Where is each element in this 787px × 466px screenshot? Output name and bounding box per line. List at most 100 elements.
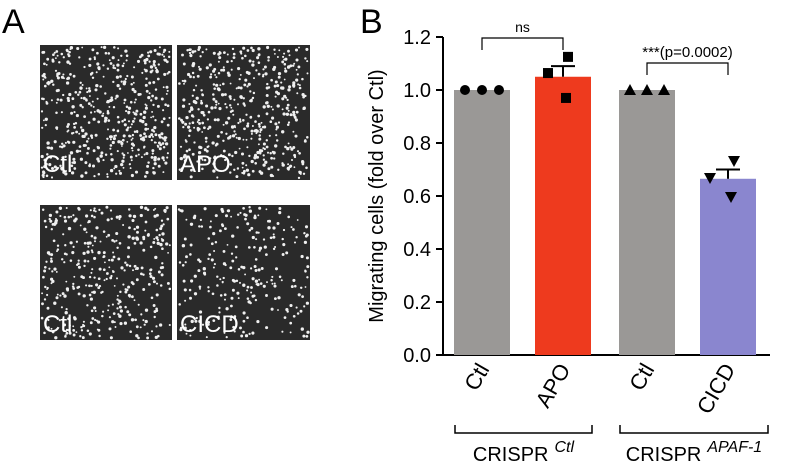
cell — [289, 303, 293, 308]
cell — [48, 253, 51, 256]
cell — [111, 303, 114, 306]
cell — [132, 269, 134, 272]
cell — [295, 306, 298, 309]
cell — [44, 124, 47, 127]
cell — [151, 152, 154, 155]
cell — [130, 142, 135, 146]
cell — [230, 68, 233, 71]
cell — [115, 215, 119, 219]
cell — [102, 255, 106, 258]
cell — [282, 228, 286, 232]
cell — [59, 214, 62, 218]
cell — [60, 258, 64, 261]
cell — [44, 117, 48, 121]
cell — [109, 144, 113, 147]
cell — [257, 114, 261, 118]
cell — [116, 68, 120, 72]
cell — [306, 265, 310, 269]
cell — [134, 98, 137, 101]
image-label: Ctl — [43, 311, 72, 338]
cell — [219, 294, 223, 297]
cell — [236, 103, 240, 106]
cell — [213, 263, 216, 266]
cell — [206, 118, 210, 121]
error-bar — [716, 168, 740, 179]
cell — [85, 231, 88, 234]
cell — [228, 104, 232, 107]
cell — [251, 48, 255, 53]
cell — [118, 87, 122, 90]
cell — [221, 224, 225, 228]
cell — [242, 330, 245, 334]
cell — [306, 330, 310, 334]
group-superscript: APAF-1 — [706, 439, 762, 456]
cell — [52, 53, 55, 57]
cell — [98, 267, 102, 271]
cell — [218, 50, 221, 53]
cell — [82, 251, 86, 256]
cell — [66, 50, 69, 53]
cell — [257, 61, 261, 64]
cell — [115, 239, 118, 242]
point — [563, 51, 573, 62]
cell — [179, 209, 182, 212]
cell — [112, 80, 115, 84]
cell — [257, 143, 260, 146]
cell — [141, 119, 145, 124]
cell — [244, 334, 249, 338]
cell — [139, 92, 142, 96]
cell — [230, 59, 233, 63]
bar — [700, 178, 756, 355]
y-tick-label: 0.6 — [403, 186, 431, 208]
cell — [237, 297, 240, 300]
cell — [209, 220, 212, 223]
cell — [225, 132, 228, 135]
cell — [286, 98, 289, 102]
cell — [128, 313, 132, 317]
cell — [130, 75, 134, 79]
cell — [111, 140, 115, 145]
cell — [273, 297, 277, 301]
cell — [125, 110, 128, 113]
cell — [250, 46, 253, 50]
cell — [107, 233, 111, 237]
cell — [66, 77, 69, 80]
cell — [41, 302, 44, 306]
cell — [181, 264, 185, 267]
cell — [90, 234, 94, 238]
cell — [73, 126, 76, 129]
cell — [195, 96, 199, 100]
cell — [83, 259, 87, 263]
cell — [152, 209, 155, 211]
cell — [159, 242, 163, 247]
cell — [116, 150, 119, 153]
cell — [166, 152, 169, 155]
cell — [292, 83, 296, 87]
cell — [149, 70, 153, 74]
cell — [178, 168, 182, 171]
cell — [276, 104, 280, 108]
cell — [64, 244, 67, 247]
cell — [79, 157, 84, 161]
cell — [65, 331, 69, 335]
cell — [265, 145, 269, 149]
cell — [248, 209, 253, 213]
cell — [250, 137, 253, 140]
cell — [221, 82, 225, 86]
cell — [144, 229, 147, 232]
cell — [205, 48, 208, 51]
cell — [155, 325, 158, 328]
cell — [266, 45, 270, 50]
cell — [147, 233, 150, 236]
cell — [153, 64, 156, 67]
cell — [90, 271, 93, 274]
cell — [246, 85, 249, 88]
cell — [128, 163, 131, 166]
cell — [181, 244, 186, 248]
cell — [137, 148, 140, 152]
cell — [54, 336, 58, 340]
cell — [76, 46, 80, 51]
cell — [94, 133, 98, 137]
cell — [58, 61, 61, 64]
cell — [124, 305, 127, 309]
